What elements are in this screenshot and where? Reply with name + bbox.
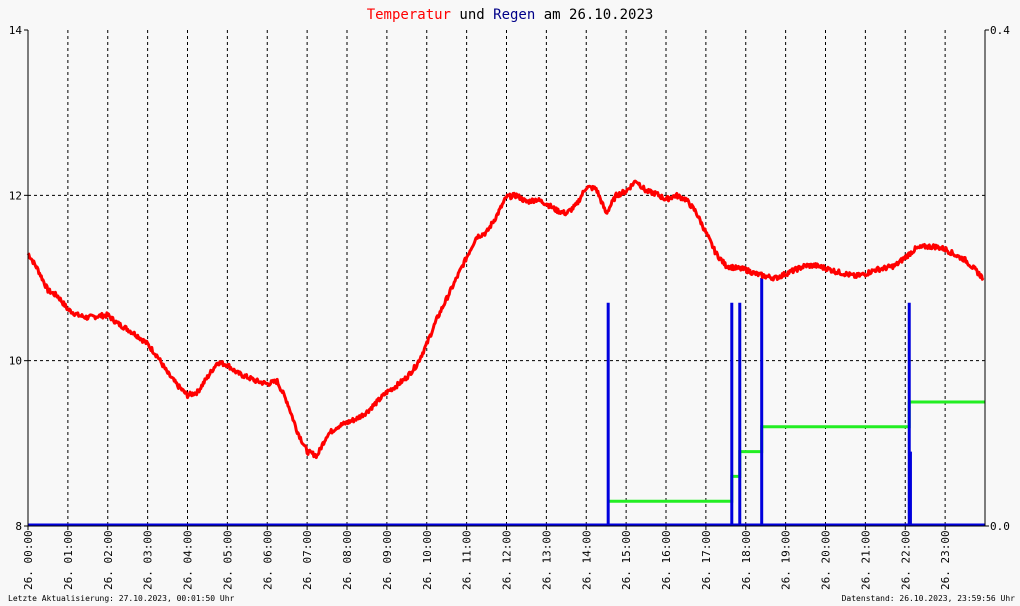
x-tick-label: 26. 02:00 bbox=[102, 530, 115, 590]
footer-last-update: Letzte Aktualisierung: 27.10.2023, 00:01… bbox=[8, 594, 235, 603]
x-tick-label: 26. 23:00 bbox=[939, 530, 952, 590]
x-tick-label: 26. 10:00 bbox=[421, 530, 434, 590]
rain-series bbox=[28, 278, 985, 527]
y-left-tick-label: 12 bbox=[9, 189, 22, 202]
x-tick-label: 26. 12:00 bbox=[501, 530, 514, 590]
x-tick-label: 26. 18:00 bbox=[740, 530, 753, 590]
grid bbox=[28, 30, 985, 526]
tick-labels: 8 10 12 14 0.0 0.4 26. 00:00 26. 01:00 26. 02:00… bbox=[9, 24, 1010, 590]
x-tick-label: 26. 04:00 bbox=[182, 530, 195, 590]
y-right-tick-label: 0.0 bbox=[990, 520, 1010, 533]
axes bbox=[24, 29, 989, 530]
title-und: und bbox=[451, 7, 493, 23]
title-regen: Regen bbox=[493, 7, 535, 23]
x-tick-label: 26. 17:00 bbox=[700, 530, 713, 590]
x-tick-label: 26. 06:00 bbox=[261, 530, 274, 590]
footer-data-status: Datenstand: 26.10.2023, 23:59:56 Uhr bbox=[842, 594, 1016, 603]
x-tick-label: 26. 20:00 bbox=[820, 530, 833, 590]
x-tick-label: 26. 09:00 bbox=[381, 530, 394, 590]
x-tick-label: 26. 00:00 bbox=[22, 530, 35, 590]
x-tick-label: 26. 05:00 bbox=[221, 530, 234, 590]
x-tick-label: 26. 16:00 bbox=[660, 530, 673, 590]
title-date: am 26.10.2023 bbox=[535, 7, 653, 23]
x-tick-label: 26. 11:00 bbox=[461, 530, 474, 590]
temperature-line bbox=[26, 179, 985, 460]
title-temperature: Temperatur bbox=[367, 7, 451, 23]
chart-title: Temperatur und Regen am 26.10.2023 bbox=[367, 7, 654, 23]
y-left-tick-label: 10 bbox=[9, 355, 22, 368]
y-left-tick-label: 14 bbox=[9, 24, 23, 37]
x-tick-label: 26. 01:00 bbox=[62, 530, 75, 590]
x-tick-label: 26. 19:00 bbox=[780, 530, 793, 590]
x-tick-label: 26. 15:00 bbox=[620, 530, 633, 590]
x-tick-label: 26. 08:00 bbox=[341, 530, 354, 590]
x-tick-label: 26. 21:00 bbox=[859, 530, 872, 590]
x-tick-label: 26. 13:00 bbox=[540, 530, 553, 590]
x-tick-label: 26. 14:00 bbox=[580, 530, 593, 590]
y-left-tick-label: 8 bbox=[15, 520, 22, 533]
temperature-series bbox=[26, 179, 985, 460]
y-right-tick-label: 0.4 bbox=[990, 24, 1010, 37]
x-tick-label: 26. 07:00 bbox=[301, 530, 314, 590]
x-tick-label: 26. 22:00 bbox=[899, 530, 912, 590]
x-tick-label: 26. 03:00 bbox=[142, 530, 155, 590]
